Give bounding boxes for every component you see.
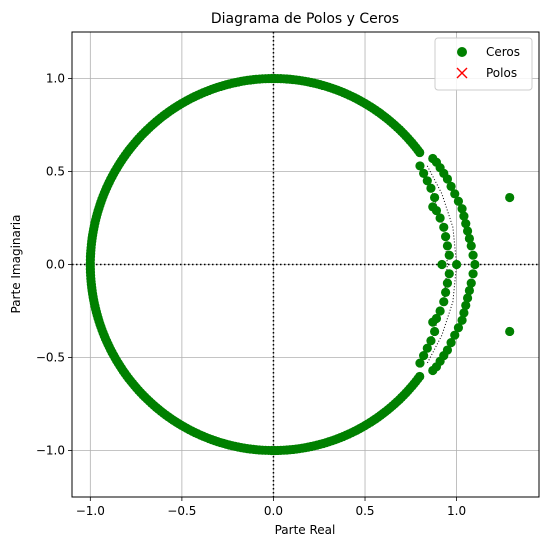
ceros-point-341 — [442, 241, 453, 251]
ceros-point-355 — [444, 269, 454, 279]
x-tick-label-1: −0.5 — [167, 504, 196, 518]
chart-title: Diagrama de Polos y Ceros — [211, 11, 399, 27]
ceros-point-345 — [419, 351, 429, 361]
ceros-point-299 — [415, 371, 425, 382]
ceros-point-305 — [446, 181, 456, 191]
ceros-point-348 — [430, 326, 440, 337]
x-tick-label-0: −1.0 — [76, 504, 105, 518]
x-tick-label-4: 1.0 — [447, 504, 466, 518]
ceros-point-342 — [444, 250, 454, 260]
legend-polos-marker — [456, 67, 468, 79]
y-tick-label-4: 1.0 — [46, 72, 65, 86]
ceros-point-306 — [450, 189, 460, 199]
ceros-point-352 — [439, 297, 449, 307]
x-tick-label-2: 0.0 — [264, 504, 283, 518]
ceros-point-331 — [415, 161, 425, 171]
x-axis-label: Parte Real — [275, 523, 336, 537]
legend-ceros-label: Ceros — [486, 45, 520, 59]
ceros-point-321 — [446, 338, 456, 348]
ceros-point-313 — [466, 241, 476, 251]
ceros-point-350 — [431, 313, 442, 324]
ceros-point-338 — [435, 213, 445, 223]
ceros-point-304 — [442, 174, 453, 184]
ceros-point-325 — [459, 308, 469, 318]
ceros-point-311 — [462, 226, 473, 236]
ceros-point-312 — [464, 233, 475, 244]
ceros-point-332 — [419, 168, 429, 178]
ceros-point-351 — [435, 306, 445, 316]
ceros-point-358 — [505, 326, 515, 337]
ceros-point-339 — [439, 222, 449, 232]
ceros-point-315 — [470, 259, 480, 270]
ceros-point-327 — [462, 293, 473, 303]
ceros-point-330 — [468, 269, 478, 279]
ceros-point-353 — [441, 287, 451, 297]
y-tick-label-2: 0.0 — [46, 258, 65, 272]
ceros-point-323 — [453, 323, 464, 333]
legend-polos-label: Polos — [486, 66, 517, 80]
ceros-point-314 — [468, 250, 478, 260]
ceros-point-344 — [415, 358, 425, 368]
y-axis-label: Parte Imaginaria — [9, 215, 23, 314]
ceros-point-335 — [430, 192, 440, 203]
ceros-point-343 — [437, 259, 447, 270]
ceros-point-337 — [431, 205, 442, 216]
y-tick-label-3: 0.5 — [46, 165, 65, 179]
ceros-point-320 — [442, 345, 453, 355]
y-tick-label-0: −1.0 — [36, 444, 65, 458]
ceros-point-307 — [453, 196, 464, 206]
ceros-point-340 — [441, 232, 451, 242]
ceros-point-347 — [426, 336, 436, 346]
ceros-point-334 — [426, 183, 436, 193]
y-tick-label-1: −0.5 — [36, 351, 65, 365]
x-tick-label-3: 0.5 — [355, 504, 374, 518]
ceros-point-328 — [464, 285, 475, 296]
ceros-point-329 — [466, 278, 476, 288]
ceros-point-354 — [442, 278, 453, 288]
ceros-point-322 — [450, 330, 460, 340]
ceros-point-356 — [451, 259, 462, 270]
ceros-point-309 — [459, 211, 469, 221]
data-marks — [85, 73, 515, 456]
ceros-point-357 — [505, 192, 515, 203]
ceros-point-324 — [457, 315, 467, 325]
legend: Ceros Polos — [434, 37, 533, 91]
ceros-point-310 — [461, 218, 471, 229]
ceros-point-346 — [422, 343, 432, 353]
ceros-point-333 — [422, 176, 432, 186]
ceros-point-326 — [461, 300, 471, 311]
legend-ceros-marker — [457, 47, 467, 57]
ceros-point-308 — [457, 204, 467, 214]
axis-ticks: −1.0 −0.5 0.0 0.5 1.0 −1.0 −0.5 0.0 0.5 1.0 — [36, 72, 466, 519]
